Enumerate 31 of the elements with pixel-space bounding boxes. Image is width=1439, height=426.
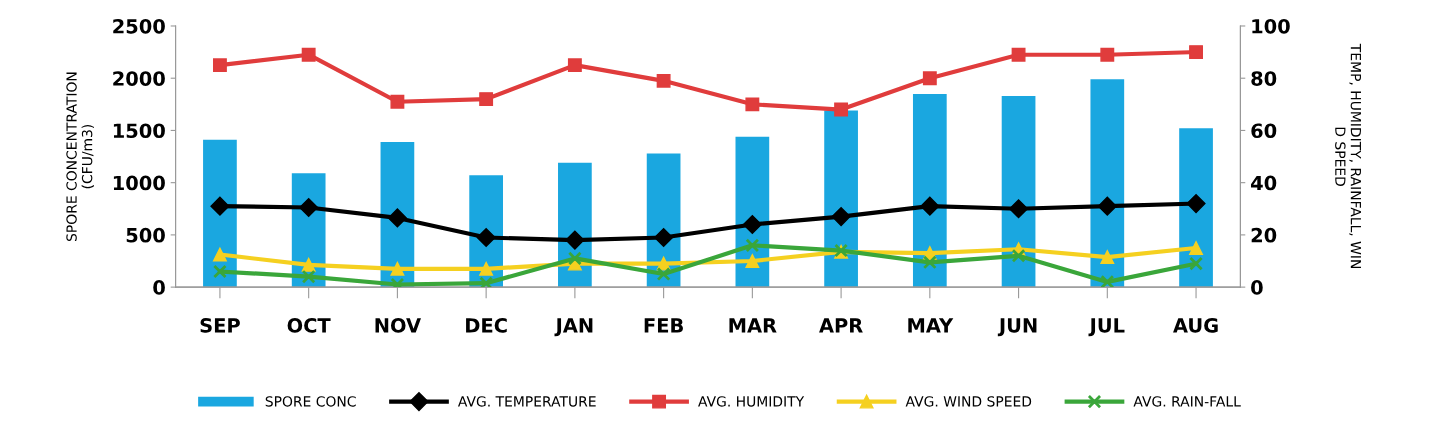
y-tick-label: 0	[153, 280, 165, 295]
x-tick-label: JUL	[1088, 318, 1125, 337]
y2-tick-label: 80	[1251, 71, 1277, 86]
y2-tick-label: 20	[1251, 227, 1277, 243]
x-tick-label: JUN	[997, 318, 1037, 337]
y-tick-label: 1000	[113, 175, 165, 191]
y2-tick-label: 40	[1251, 175, 1277, 191]
legend-label: AVG. TEMPERATURE	[457, 396, 596, 407]
legend-label: SPORE CONC	[265, 396, 356, 407]
y-tick-label: 1500	[113, 123, 165, 139]
y-axis-title: SPORE CONCENTRATION (CFU/m3)	[66, 72, 94, 242]
y-tick-label: 2000	[113, 71, 165, 86]
y2-tick-label: 0	[1251, 280, 1263, 295]
x-tick-label: SEP	[200, 318, 240, 333]
x-tick-label: JAN	[554, 318, 593, 337]
legend-label: AVG. WIND SPEED	[905, 396, 1032, 407]
x-tick-label: NOV	[375, 318, 421, 333]
y2-tick-label: 100	[1252, 18, 1290, 34]
x-tick-label: AUG	[1173, 318, 1218, 333]
y-tick-label: 2500	[113, 18, 165, 34]
y2-axis-title: TEMP, HUMIDITY, RAINFALL, WIN D SPEED	[1335, 43, 1361, 268]
x-tick-label: DEC	[466, 318, 507, 333]
y2-tick-label: 60	[1251, 123, 1277, 139]
legend-label: AVG. RAIN-FALL	[1133, 396, 1241, 407]
x-tick-label: FEB	[644, 318, 683, 333]
x-tick-label: OCT	[287, 318, 331, 333]
y-tick-label: 500	[126, 227, 165, 243]
x-tick-label: MAR	[729, 318, 777, 333]
x-tick-label: APR	[819, 318, 863, 333]
legend-label: AVG. HUMIDITY	[698, 396, 805, 407]
x-tick-label: MAY	[908, 318, 954, 333]
